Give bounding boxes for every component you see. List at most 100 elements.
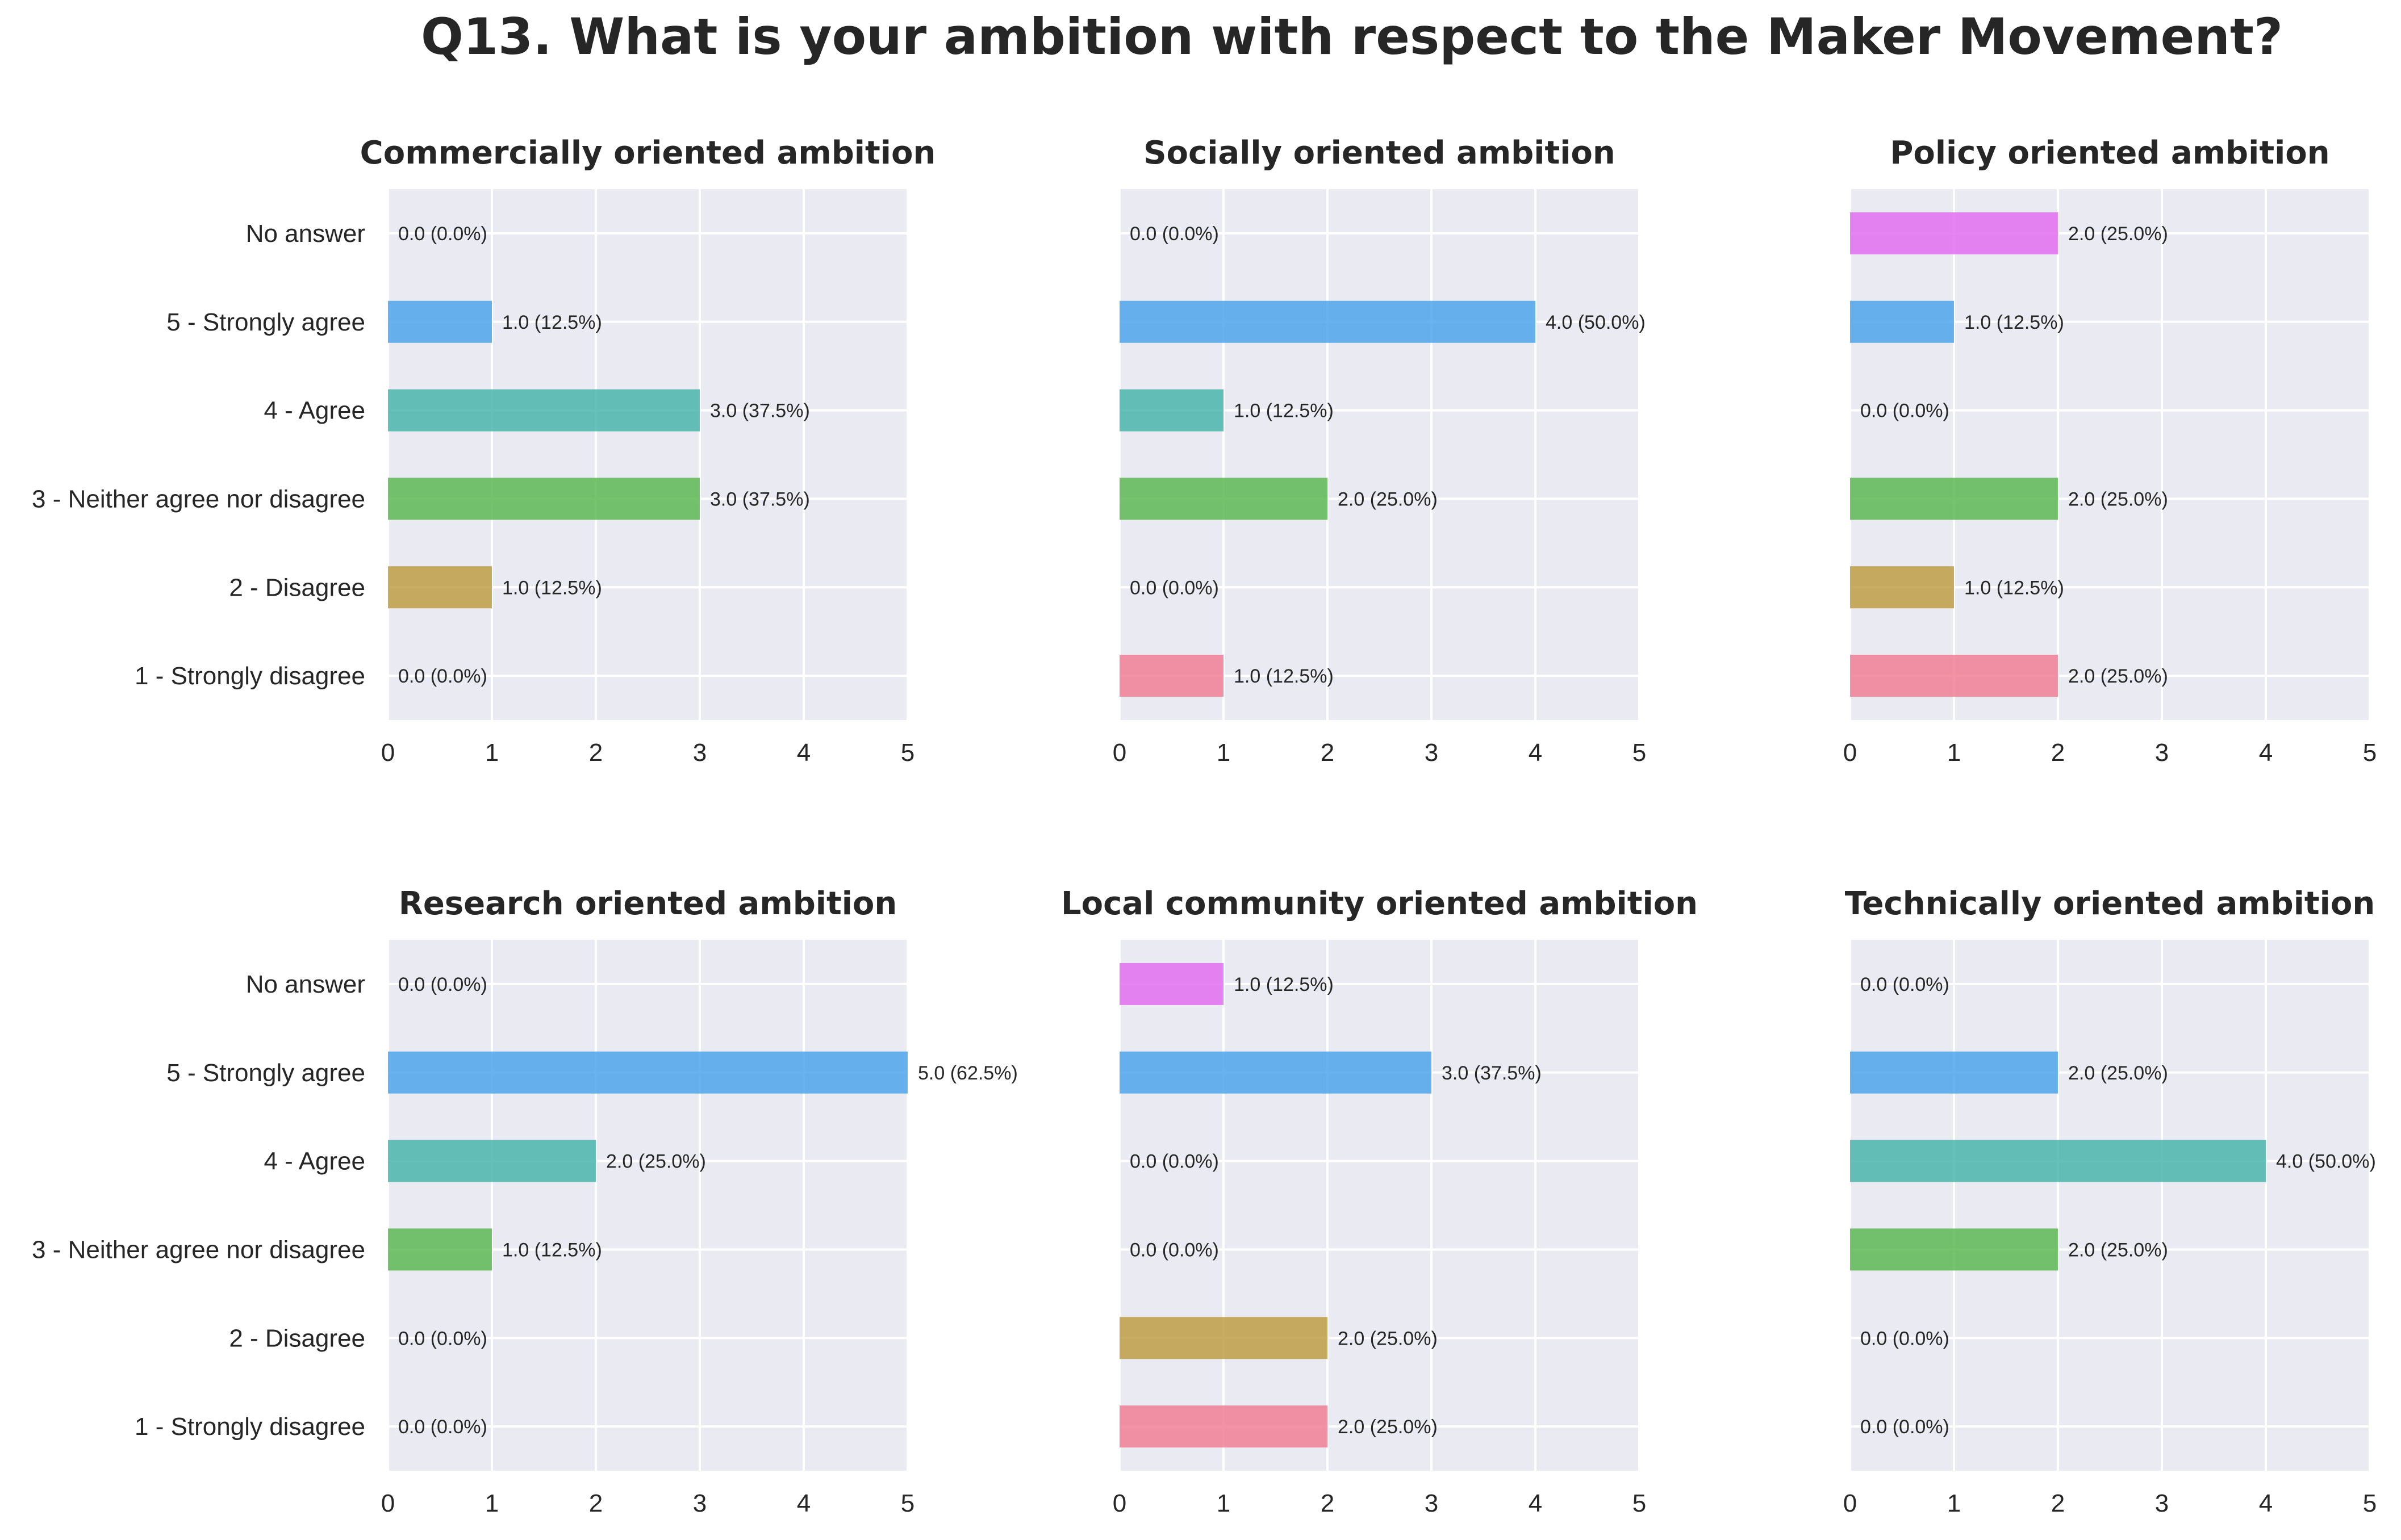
bar [1120,1051,1431,1094]
plot-area [388,940,908,1471]
bar-value-label: 0.0 (0.0%) [398,666,487,687]
bar-value-label: 1.0 (12.5%) [1234,400,1334,422]
x-tick-label: 5 [901,1489,915,1517]
x-tick-label: 3 [1425,739,1438,767]
bar-value-label: 3.0 (37.5%) [710,400,810,422]
plot-area [388,189,908,720]
bar [1850,655,2058,697]
bar [1120,655,1224,697]
x-tick-label: 2 [2051,1489,2065,1517]
bar-value-label: 0.0 (0.0%) [1860,400,1949,422]
bar [388,1140,596,1182]
y-category-label: 1 - Strongly disagree [135,662,365,690]
x-tick-label: 5 [2363,739,2377,767]
x-tick-label: 0 [1843,1489,1857,1517]
bar [1120,1405,1327,1448]
x-tick-label: 5 [2363,1489,2377,1517]
x-tick-label: 1 [1217,739,1230,767]
bar-value-label: 2.0 (25.0%) [1338,488,1438,510]
bar-value-label: 0.0 (0.0%) [1860,1416,1949,1438]
bar [388,389,700,432]
x-tick-label: 0 [1843,739,1857,767]
bar-value-label: 1.0 (12.5%) [502,577,602,599]
x-tick-label: 2 [1321,1489,1334,1517]
bar [1850,300,1954,343]
bar [1120,478,1327,520]
x-tick-label: 2 [589,1489,603,1517]
x-tick-label: 2 [589,739,603,767]
y-category-label: 5 - Strongly agree [166,1059,365,1087]
chart-panel-5: 1.0 (12.5%) 3.0 (37.5%) 0.0 (0.0%) 0.0 (0.0… [1061,885,1698,1517]
x-tick-label: 1 [485,1489,499,1517]
bar-value-label: 4.0 (50.0%) [1546,312,1646,333]
subplot-title: Local community oriented ambition [1061,885,1698,922]
plot-area [1120,189,1639,720]
bar [1850,566,1954,609]
x-tick-label: 3 [2155,739,2169,767]
y-category-label: 1 - Strongly disagree [135,1413,365,1441]
x-tick-label: 4 [1529,1489,1542,1517]
subplot-title: Commercially oriented ambition [360,135,936,171]
x-tick-label: 2 [2051,739,2065,767]
bar-value-label: 2.0 (25.0%) [606,1151,706,1173]
bar [388,1051,908,1094]
y-category-label: No answer [246,220,365,248]
x-tick-label: 3 [693,739,707,767]
chart-panel-6: 0.0 (0.0%) 2.0 (25.0%) 4.0 (50.0%) 2.0 (25.… [1843,885,2377,1517]
y-category-label: 4 - Agree [264,1148,365,1175]
x-tick-label: 1 [1947,739,1961,767]
bar-value-label: 2.0 (25.0%) [2068,1062,2168,1084]
bar-value-label: 0.0 (0.0%) [1130,1151,1219,1173]
x-tick-label: 5 [1632,1489,1646,1517]
plot-area [1850,940,2370,1471]
chart-panel-3: 2.0 (25.0%) 1.0 (12.5%) 0.0 (0.0%) 2.0 (25.… [1843,135,2377,767]
chart-panel-4: 0.0 (0.0%) 5.0 (62.5%) 2.0 (25.0%) 1.0 (12.… [32,885,1018,1517]
bar-value-label: 1.0 (12.5%) [502,312,602,333]
bar-value-label: 3.0 (37.5%) [710,488,810,510]
bar [1850,478,2058,520]
subplot-title: Research oriented ambition [399,885,897,922]
bar-value-label: 2.0 (25.0%) [1338,1328,1438,1349]
x-tick-label: 5 [901,739,915,767]
x-tick-label: 1 [485,739,499,767]
bar [388,300,492,343]
chart-panel-1: 0.0 (0.0%) 1.0 (12.5%) 3.0 (37.5%) 3.0 (37.… [32,135,936,767]
subplot-title: Technically oriented ambition [1845,885,2375,922]
bar-value-label: 0.0 (0.0%) [1130,577,1219,599]
x-tick-label: 3 [2155,1489,2169,1517]
bar [1120,1317,1327,1359]
subplot-title: Policy oriented ambition [1890,135,2329,171]
bar-value-label: 1.0 (12.5%) [1964,312,2064,333]
bar-value-label: 4.0 (50.0%) [2276,1151,2376,1173]
bar [1120,962,1224,1005]
x-tick-label: 3 [1425,1489,1438,1517]
x-tick-label: 1 [1947,1489,1961,1517]
y-category-label: 3 - Neither agree nor disagree [32,1236,365,1263]
bar-value-label: 0.0 (0.0%) [1860,1328,1949,1349]
bar-value-label: 2.0 (25.0%) [2068,223,2168,245]
bar-value-label: 1.0 (12.5%) [502,1239,602,1261]
y-category-label: 2 - Disagree [229,574,365,601]
x-tick-label: 4 [797,739,811,767]
x-tick-label: 4 [1529,739,1542,767]
x-tick-label: 0 [1113,1489,1126,1517]
plot-area [1120,940,1639,1471]
bar-value-label: 0.0 (0.0%) [1130,1239,1219,1261]
bar-value-label: 2.0 (25.0%) [2068,1239,2168,1261]
bar [388,566,492,609]
bar-value-label: 0.0 (0.0%) [398,974,487,995]
bar-value-label: 0.0 (0.0%) [1130,223,1219,245]
chart-panels: 0.0 (0.0%) 1.0 (12.5%) 3.0 (37.5%) 3.0 (37.… [32,135,2377,1517]
bar-value-label: 5.0 (62.5%) [918,1062,1018,1084]
bar [1120,389,1224,432]
bar [388,1228,492,1271]
bar-value-label: 0.0 (0.0%) [1860,974,1949,995]
y-category-label: 4 - Agree [264,397,365,425]
bar-value-label: 0.0 (0.0%) [398,1328,487,1349]
bar [1120,300,1535,343]
y-category-label: 2 - Disagree [229,1324,365,1352]
bar [1850,212,2058,254]
bar-value-label: 2.0 (25.0%) [2068,666,2168,687]
